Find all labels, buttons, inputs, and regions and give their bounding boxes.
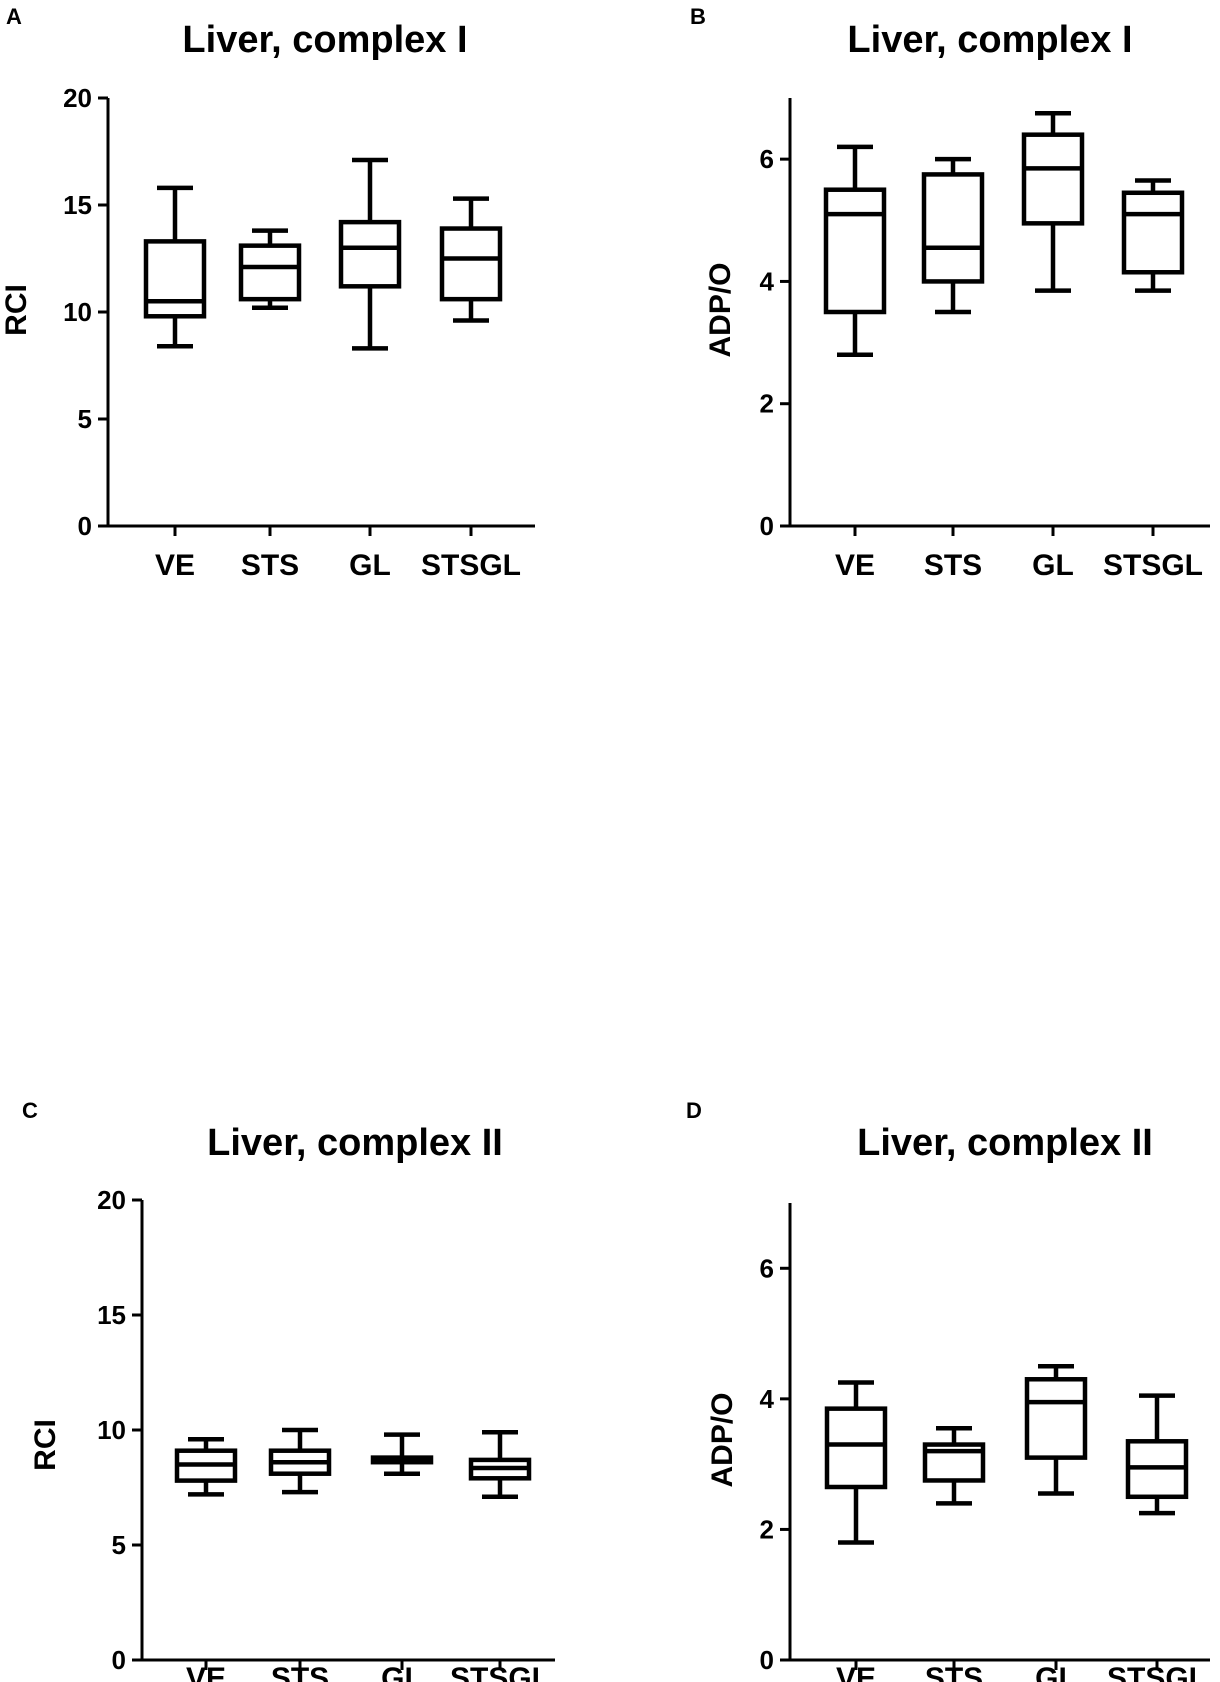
y-tick-label: 20	[63, 83, 92, 113]
x-tick-label: STS	[924, 549, 982, 582]
y-tick-label: 10	[97, 1415, 126, 1445]
y-tick-label: 5	[112, 1530, 126, 1560]
box-sts	[268, 1427, 332, 1495]
y-tick-label: 0	[112, 1645, 126, 1675]
x-tick-label: STS	[925, 1662, 983, 1682]
box-iqr	[921, 172, 985, 284]
box-sts	[922, 1425, 986, 1506]
y-axis-label: ADP/O	[706, 1392, 739, 1487]
y-tick-label: 0	[760, 511, 774, 541]
box-iqr	[1024, 1377, 1088, 1460]
box-gl	[1024, 1363, 1088, 1496]
box-iqr	[143, 239, 207, 319]
y-tick-label: 6	[760, 144, 774, 174]
box-ve	[824, 1380, 888, 1545]
y-tick-label: 4	[760, 1384, 775, 1414]
box-gl	[1021, 111, 1085, 293]
box-iqr	[1121, 190, 1185, 275]
x-tick-label: GL	[381, 1662, 423, 1682]
y-tick-label: 2	[760, 1514, 774, 1544]
box-iqr	[824, 1406, 888, 1490]
x-tick-label: GL	[1035, 1662, 1077, 1682]
x-tick-label: STSGL	[1103, 549, 1203, 582]
x-tick-label: STSGL	[421, 549, 521, 582]
y-tick-label: 15	[97, 1300, 126, 1330]
x-tick-label: STSGL	[450, 1662, 550, 1682]
y-tick-label: 10	[63, 297, 92, 327]
x-tick-label: VE	[835, 549, 875, 582]
x-tick-label: STS	[241, 549, 299, 582]
y-tick-label: 0	[760, 1645, 774, 1675]
panel-letter: D	[686, 1098, 702, 1123]
y-axis-label: RCI	[0, 284, 33, 336]
x-tick-label: VE	[836, 1662, 876, 1682]
y-tick-label: 15	[63, 190, 92, 220]
box-stsgl	[1125, 1393, 1189, 1516]
panel-letter: A	[6, 4, 22, 29]
chart-title: Liver, complex II	[207, 1122, 503, 1164]
panel-letter: B	[690, 4, 706, 29]
box-ve	[823, 144, 887, 358]
box-iqr	[439, 226, 503, 302]
box-ve	[174, 1436, 238, 1497]
y-tick-label: 4	[760, 266, 775, 296]
box-iqr	[338, 219, 402, 289]
x-tick-label: STSGL	[1107, 1662, 1207, 1682]
box-stsgl	[468, 1430, 532, 1499]
chart-title: Liver, complex I	[182, 19, 467, 61]
box-iqr	[238, 243, 302, 302]
box-ve	[143, 185, 207, 349]
box-iqr	[1021, 132, 1085, 226]
box-stsgl	[1121, 178, 1185, 293]
box-stsgl	[439, 196, 503, 323]
y-tick-label: 5	[78, 404, 92, 434]
x-tick-label: STS	[271, 1662, 329, 1682]
box-sts	[238, 228, 302, 310]
y-tick-label: 6	[760, 1253, 774, 1283]
y-tick-label: 0	[78, 511, 92, 541]
chart-title: Liver, complex I	[847, 19, 1132, 61]
box-gl	[338, 157, 402, 351]
y-axis-label: ADP/O	[704, 262, 737, 357]
y-tick-label: 2	[760, 389, 774, 419]
box-sts	[921, 156, 985, 315]
x-tick-label: VE	[186, 1662, 226, 1682]
box-iqr	[823, 187, 887, 315]
box-gl	[370, 1432, 434, 1476]
panel-letter: C	[22, 1098, 38, 1123]
x-tick-label: GL	[349, 549, 391, 582]
x-tick-label: VE	[155, 549, 195, 582]
x-tick-label: GL	[1032, 549, 1074, 582]
y-tick-label: 20	[97, 1185, 126, 1215]
y-axis-label: RCI	[29, 1419, 62, 1471]
chart-title: Liver, complex II	[857, 1122, 1153, 1164]
